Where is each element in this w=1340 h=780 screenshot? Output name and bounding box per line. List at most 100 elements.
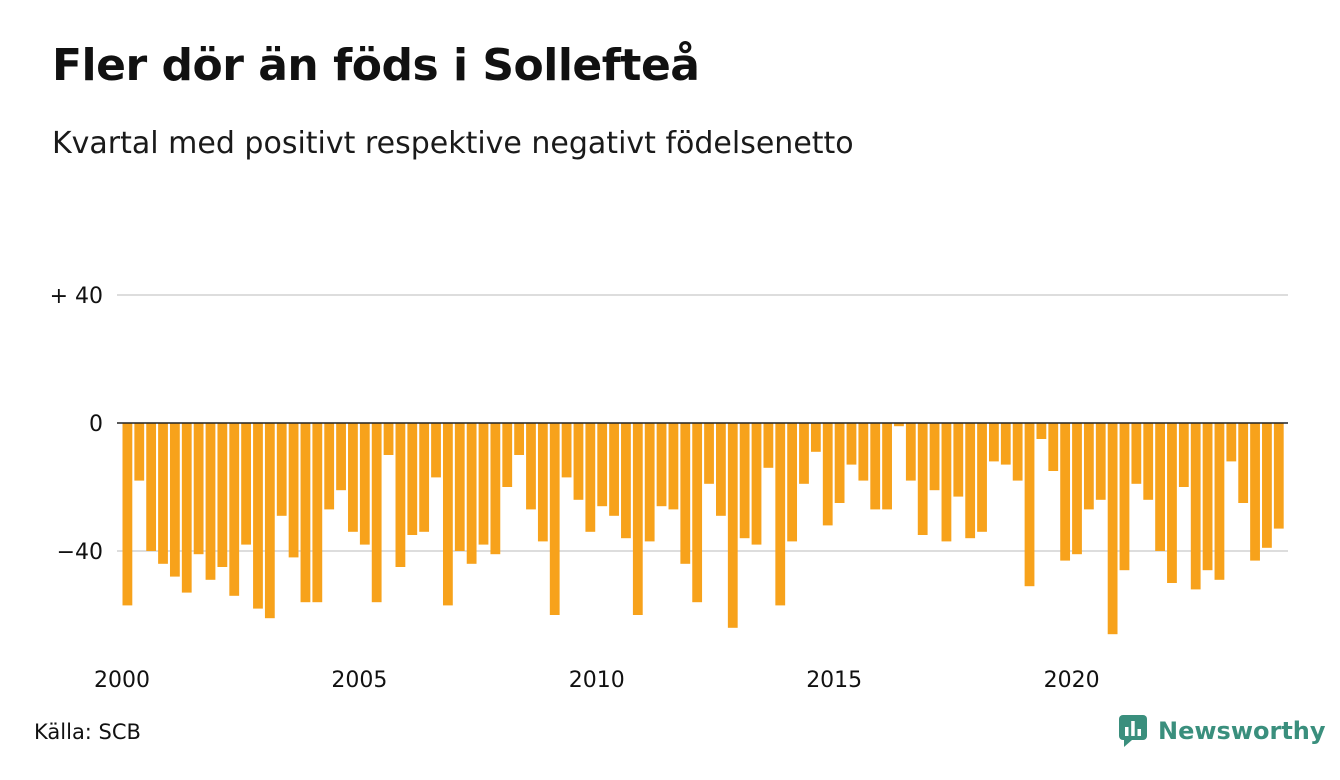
bar bbox=[1083, 423, 1094, 510]
bar bbox=[193, 423, 204, 555]
x-tick-label: 2015 bbox=[806, 668, 862, 693]
bar bbox=[205, 423, 216, 580]
bar bbox=[1190, 423, 1201, 590]
gridlines bbox=[117, 294, 1288, 552]
bar bbox=[169, 423, 180, 577]
bar bbox=[1167, 423, 1177, 583]
x-tick-label: 2000 bbox=[94, 668, 150, 693]
bar bbox=[1095, 423, 1106, 500]
bar bbox=[1012, 423, 1023, 481]
bar bbox=[716, 423, 726, 516]
bar bbox=[383, 423, 394, 455]
bar bbox=[1048, 423, 1059, 471]
bar bbox=[751, 423, 762, 545]
bar bbox=[894, 423, 904, 427]
bar bbox=[324, 423, 335, 510]
bar bbox=[466, 423, 477, 564]
bar bbox=[727, 423, 738, 628]
bar bbox=[632, 423, 643, 615]
bar bbox=[1238, 423, 1249, 503]
bar bbox=[680, 423, 691, 564]
bar bbox=[1143, 423, 1154, 500]
bar bbox=[359, 423, 370, 545]
bar bbox=[573, 423, 584, 500]
bar bbox=[858, 423, 869, 481]
bar bbox=[419, 423, 430, 532]
bar bbox=[846, 423, 857, 465]
bar bbox=[431, 423, 441, 478]
bar bbox=[1131, 423, 1142, 484]
bar bbox=[917, 423, 928, 535]
y-tick-label: + 40 bbox=[50, 284, 103, 309]
bar bbox=[514, 423, 525, 455]
bar bbox=[810, 423, 821, 452]
bar bbox=[217, 423, 228, 567]
bar bbox=[822, 423, 833, 526]
bars bbox=[122, 423, 1284, 635]
bar bbox=[395, 423, 406, 567]
bar bbox=[312, 423, 323, 603]
bar bbox=[549, 423, 560, 615]
bar bbox=[692, 423, 703, 603]
bar bbox=[526, 423, 536, 510]
bar bbox=[989, 423, 999, 462]
chart-subtitle: Kvartal med positivt respektive negativt… bbox=[52, 126, 854, 161]
bar bbox=[1214, 423, 1225, 580]
bar bbox=[1107, 423, 1118, 635]
bar bbox=[1072, 423, 1082, 555]
bar bbox=[597, 423, 608, 507]
bar bbox=[787, 423, 798, 542]
bar bbox=[1036, 423, 1047, 439]
bar bbox=[348, 423, 358, 532]
brand-name: Newsworthy bbox=[1158, 717, 1326, 745]
bar bbox=[371, 423, 382, 603]
bar bbox=[561, 423, 572, 478]
bar bbox=[585, 423, 596, 532]
bar bbox=[941, 423, 952, 542]
brand-logo[interactable]: Newsworthy bbox=[1118, 714, 1326, 748]
x-tick-label: 2005 bbox=[331, 668, 387, 693]
bar bbox=[1262, 423, 1272, 548]
bar bbox=[336, 423, 346, 491]
bar bbox=[834, 423, 845, 503]
bar bbox=[478, 423, 489, 545]
bar bbox=[442, 423, 453, 606]
bar bbox=[609, 423, 619, 516]
bar bbox=[1060, 423, 1071, 561]
bar bbox=[407, 423, 418, 535]
bar bbox=[134, 423, 145, 481]
bar bbox=[502, 423, 513, 487]
x-tick-label: 2020 bbox=[1044, 668, 1100, 693]
axes: + 40 0 −40 2000 2005 2010 2015 2020 bbox=[50, 284, 1288, 693]
x-tick-label: 2010 bbox=[569, 668, 625, 693]
bar bbox=[644, 423, 655, 542]
bar bbox=[799, 423, 809, 484]
bar bbox=[1155, 423, 1165, 551]
bar bbox=[1273, 423, 1284, 529]
y-tick-label: 0 bbox=[89, 412, 103, 437]
bar bbox=[656, 423, 667, 507]
bar bbox=[965, 423, 976, 539]
bar bbox=[490, 423, 501, 555]
bar bbox=[905, 423, 916, 481]
bar bbox=[870, 423, 881, 510]
bar bbox=[1202, 423, 1213, 571]
bar bbox=[122, 423, 133, 606]
bar bbox=[763, 423, 774, 468]
y-tick-label: −40 bbox=[57, 540, 103, 565]
bar-chart: + 40 0 −40 2000 2005 2010 2015 2020 bbox=[50, 284, 1288, 693]
bar bbox=[241, 423, 251, 545]
bar bbox=[276, 423, 287, 516]
bar bbox=[288, 423, 299, 558]
bar bbox=[1119, 423, 1130, 571]
bar bbox=[229, 423, 240, 596]
chart-bubble-icon bbox=[1119, 715, 1147, 747]
bar bbox=[181, 423, 192, 593]
bar bbox=[668, 423, 679, 510]
bar bbox=[882, 423, 892, 510]
bar bbox=[1226, 423, 1237, 462]
bar bbox=[1250, 423, 1260, 561]
bar bbox=[253, 423, 263, 609]
bar bbox=[953, 423, 964, 497]
source-note: Källa: SCB bbox=[34, 720, 141, 744]
